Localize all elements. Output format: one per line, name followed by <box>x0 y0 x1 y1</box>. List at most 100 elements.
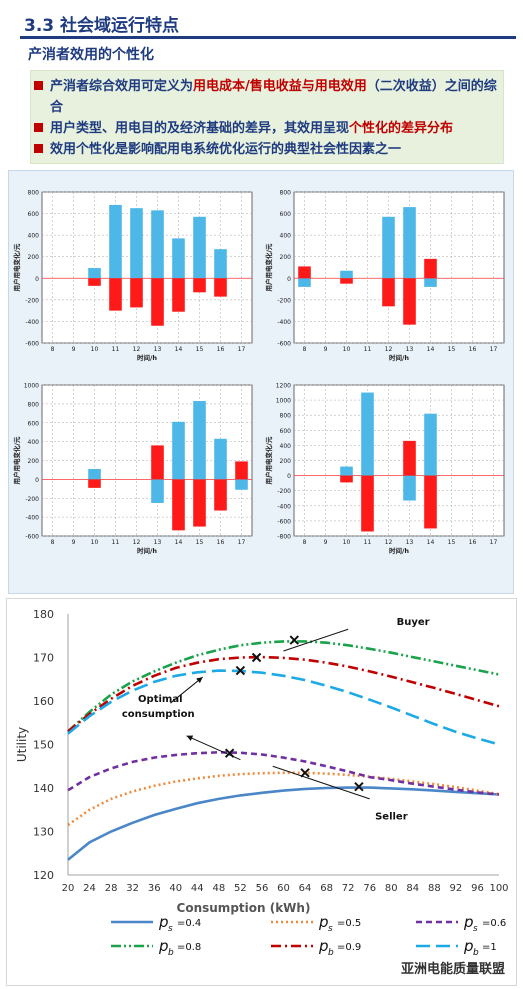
legend-symbol: p <box>318 937 329 955</box>
y-tick-label: 400 <box>28 439 40 446</box>
bar <box>424 258 437 279</box>
bar <box>424 413 437 476</box>
x-tick-label: 15 <box>448 346 456 353</box>
x-tick-label: 52 <box>234 883 247 894</box>
legend-item: p b =0.8 <box>111 937 201 958</box>
legend-symbol: p <box>158 937 169 955</box>
x-axis-label: 时间/h <box>137 353 157 362</box>
watermark: 亚洲电能质量联盟 <box>400 962 505 977</box>
bar-chart-svg: -600 -400 -200 0 200 400 600 800 1000 8 9 10 11 12 13 1… <box>12 383 253 555</box>
bar <box>151 479 164 503</box>
marker-stroke <box>251 652 262 663</box>
annotation-buyer: Buyer <box>397 617 430 628</box>
y-tick-label: 160 <box>33 695 54 708</box>
y-tick-label: 600 <box>280 428 292 435</box>
series-line <box>67 771 500 827</box>
marker-stroke <box>300 768 310 778</box>
bar <box>382 278 395 307</box>
x-axis-label: 时间/h <box>389 353 409 362</box>
y-tick-label: -600 <box>25 534 39 541</box>
marker-stroke <box>224 748 235 758</box>
seller-line <box>272 765 370 800</box>
bar <box>403 207 416 279</box>
bar <box>340 278 353 284</box>
x-tick-label: 11 <box>112 346 120 353</box>
optimal-marker <box>354 781 364 792</box>
y-tick-label: -200 <box>25 297 39 304</box>
x-tick-label: 10 <box>91 346 99 353</box>
x-tick-label: 76 <box>363 883 376 894</box>
y-tick-label: 800 <box>280 190 292 197</box>
x-tick-label: 88 <box>428 883 441 894</box>
y-tick-label: 0 <box>35 477 39 484</box>
x-tick-label: 20 <box>62 883 75 894</box>
bullet-highlight: 用电成本/售电收益与用电效用 <box>193 79 367 94</box>
x-tick-label: 60 <box>277 883 290 894</box>
bar-chart-svg: -800 -600 -400 -200 0 200 400 600 800 1000 1200 8 9 1… <box>264 383 505 555</box>
marker-stroke <box>354 781 364 792</box>
x-tick-label: 80 <box>385 883 398 894</box>
legend-subscript: s <box>473 924 478 934</box>
bullet-text: 用户类型、用电目的及经济基础的差异，其效用呈现 <box>50 121 350 136</box>
series-line <box>67 655 500 733</box>
x-tick-label: 28 <box>105 883 118 894</box>
x-tick-label: 10 <box>343 346 351 353</box>
bar <box>403 278 416 325</box>
bar <box>193 216 206 279</box>
legend-subscript: b <box>328 948 334 958</box>
legend-value: =0.9 <box>337 942 361 953</box>
y-tick-label: 200 <box>280 254 292 261</box>
bar <box>88 268 101 279</box>
bar-chart-3: -600 -400 -200 0 200 400 600 800 1000 8 9 10 11 12 13 1… <box>10 378 260 562</box>
x-tick-label: 32 <box>126 883 139 894</box>
legend-symbol: p <box>463 937 474 955</box>
bullet-item-2: 用户类型、用电目的及经济基础的差异，其效用呈现个性化的差异分布 <box>34 118 500 139</box>
bullet-item-3: 效用个性化是影响配用电系统优化运行的典型社会性因素之一 <box>34 139 500 160</box>
y-tick-label: -400 <box>25 515 39 522</box>
bar <box>214 438 227 480</box>
marker-stroke <box>235 665 246 676</box>
legend-value: =0.5 <box>337 918 361 929</box>
y-tick-label: 180 <box>33 608 54 621</box>
legend-symbol: p <box>158 913 169 931</box>
legend-item: p s =0.4 <box>111 913 201 934</box>
y-tick-label: 800 <box>28 401 40 408</box>
bar <box>340 270 353 279</box>
series-line <box>67 786 500 861</box>
y-axis-label: 用户用电变化/元 <box>12 436 21 485</box>
optimal-arrow <box>170 676 204 704</box>
x-tick-label: 11 <box>364 539 372 546</box>
bar <box>151 210 164 279</box>
legend-item: p s =0.5 <box>271 913 361 934</box>
bar <box>172 278 185 312</box>
bar <box>88 468 101 480</box>
bar <box>109 278 122 311</box>
x-tick-label: 13 <box>154 539 162 546</box>
utility-line-chart: 120 130 140 150 160 170 180 20 24 28 32 36 40 44 48 52 5… <box>6 600 517 989</box>
x-tick-label: 15 <box>448 539 456 546</box>
y-tick-label: -600 <box>25 341 39 348</box>
legend-value: =0.8 <box>177 942 201 953</box>
bar <box>340 475 353 483</box>
x-tick-label: 40 <box>169 883 182 894</box>
x-tick-label: 11 <box>364 346 372 353</box>
x-tick-label: 9 <box>324 539 328 546</box>
bar <box>172 421 185 480</box>
legend-subscript: b <box>168 948 174 958</box>
x-tick-label: 56 <box>256 883 269 894</box>
y-tick-label: 0 <box>287 473 291 480</box>
bullet-item-1: 产消者综合效用可定义为用电成本/售电收益与用电效用（二次收益）之间的综合 <box>34 76 500 118</box>
bar-chart-4: -800 -600 -400 -200 0 200 400 600 800 1000 1200 8 9 1… <box>262 378 512 562</box>
bar <box>214 479 227 511</box>
x-tick-label: 14 <box>427 539 435 546</box>
x-tick-label: 24 <box>83 883 96 894</box>
x-tick-label: 84 <box>406 883 419 894</box>
legend-value: =1 <box>482 942 497 953</box>
x-tick-label: 17 <box>490 539 498 546</box>
y-tick-label: 1000 <box>276 398 291 405</box>
x-tick-label: 48 <box>212 883 225 894</box>
y-tick-label: 600 <box>280 211 292 218</box>
y-tick-label: 150 <box>33 739 54 752</box>
y-tick-label: 130 <box>33 826 54 839</box>
bar <box>235 479 248 490</box>
